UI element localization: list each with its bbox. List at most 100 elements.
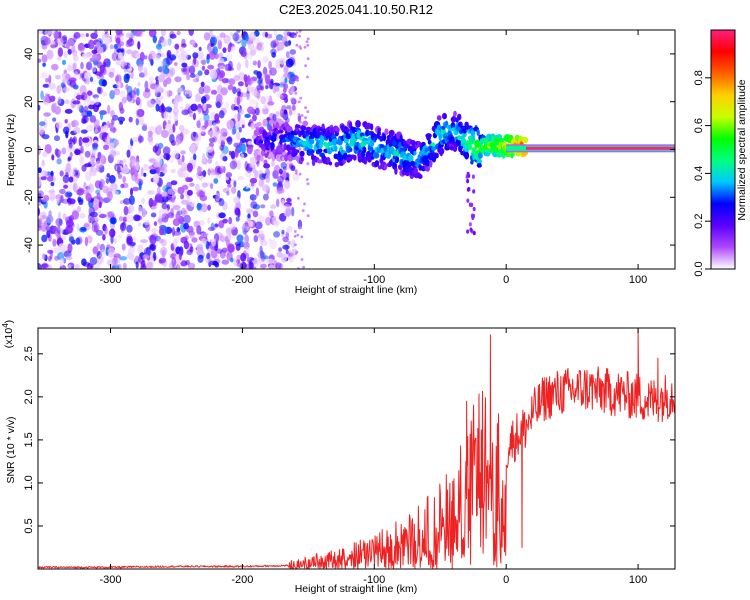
spectrogram-noise-blob — [182, 210, 188, 215]
spectrogram-ridge-blob — [476, 163, 482, 168]
spectrogram-ridge-blob — [410, 160, 416, 167]
spectrogram-noise-blob — [75, 94, 84, 100]
spectrogram-noise-blob — [48, 82, 56, 90]
spectrogram-noise-blob — [286, 226, 293, 233]
spectrogram-noise-blob — [108, 122, 114, 129]
spectrogram-noise-blob — [95, 229, 104, 236]
spectrogram-noise-blob — [195, 73, 200, 82]
spectrogram-noise-blob — [227, 45, 231, 53]
spectrogram-noise-blob — [226, 136, 232, 143]
spectrogram-noise-blob — [162, 163, 168, 169]
spectrogram-ridge-blob — [460, 138, 467, 145]
spectrogram-noise-blob — [283, 203, 291, 210]
spectrogram-noise-blob — [261, 45, 265, 52]
spectrogram-noise-blob — [213, 178, 219, 184]
spectrogram-noise-blob — [176, 87, 184, 94]
spectrogram-noise-blob — [219, 133, 227, 142]
spectrogram-noise-blob — [142, 207, 146, 218]
spectrogram-tail-blob — [472, 230, 476, 236]
spectrogram-noise-blob — [102, 234, 106, 241]
spectrogram-noise-blob — [97, 209, 101, 216]
spectrogram-noise-blob — [86, 110, 93, 117]
spectrogram-noise-blob — [292, 172, 300, 182]
spectrogram-noise-blob — [105, 32, 113, 43]
spectrogram-ridge-blob — [294, 149, 300, 154]
spectrogram-marks — [38, 30, 675, 269]
spectrogram-ridge-blob — [305, 130, 312, 135]
spectrogram-ridge-blob — [300, 156, 304, 162]
spectrogram-noise-blob — [147, 130, 153, 138]
spectrogram-noise-blob — [280, 81, 286, 86]
spectrogram-ridge-blob — [320, 134, 324, 142]
spectrogram-noise-blob — [89, 76, 94, 82]
spectrogram-noise-dot — [294, 243, 297, 247]
spectrogram-noise-blob — [252, 228, 260, 234]
spectrogram-noise-blob — [123, 62, 128, 73]
spectrogram-noise-blob — [189, 73, 196, 78]
spectrogram-noise-blob — [214, 113, 220, 123]
spectrogram-noise-blob — [266, 258, 274, 264]
spectrogram-noise-blob — [203, 85, 211, 94]
spectrogram-ridge-blob — [271, 156, 276, 162]
spectrogram-x-tick-label: -300 — [100, 274, 122, 286]
spectrogram-noise-blob — [214, 161, 219, 167]
spectrogram-noise-blob — [42, 151, 48, 158]
spectrogram-noise-blob — [74, 263, 80, 269]
spectrogram-ridge-blob — [260, 149, 266, 157]
spectrogram-noise-blob — [140, 197, 146, 205]
spectrogram-noise-blob — [60, 228, 64, 234]
spectrogram-noise-blob — [175, 48, 180, 54]
spectrogram-noise-blob — [61, 147, 67, 155]
snr-x-tick-label: -200 — [231, 574, 253, 586]
spectrogram-noise-blob — [242, 187, 251, 192]
spectrogram-noise-blob — [185, 93, 190, 99]
spectrogram-noise-blob — [98, 201, 102, 209]
spectrogram-noise-blob — [161, 167, 167, 174]
spectrogram-ridge-blob — [457, 113, 462, 121]
spectrogram-y-tick-label: 40 — [23, 48, 35, 60]
spectrogram-noise-blob — [172, 204, 181, 211]
spectrogram-noise-blob — [270, 204, 277, 209]
spectrogram-noise-blob — [191, 237, 198, 243]
spectrogram-noise-blob — [115, 60, 123, 66]
spectrogram-noise-blob — [101, 153, 105, 163]
spectrogram-noise-blob — [57, 96, 62, 104]
spectrogram-noise-dot — [301, 209, 305, 213]
spectrogram-noise-blob — [287, 240, 291, 245]
spectrogram-noise-blob — [106, 173, 111, 178]
spectrogram-noise-blob — [138, 180, 142, 191]
spectrogram-ridge-blob — [441, 125, 446, 130]
spectrogram-ridge-blob — [367, 146, 374, 152]
spectrogram-noise-dot — [296, 78, 300, 82]
spectrogram-noise-blob — [62, 59, 66, 66]
spectrogram-noise-dot — [306, 214, 310, 218]
spectrogram-noise-blob — [92, 142, 99, 148]
spectrogram-noise-blob — [59, 258, 64, 267]
spectrogram-noise-blob — [198, 46, 202, 52]
spectrogram-noise-blob — [149, 234, 157, 245]
spectrogram-noise-blob — [57, 211, 62, 219]
spectrogram-noise-blob — [233, 106, 239, 111]
spectrogram-noise-blob — [178, 96, 184, 103]
spectrogram-noise-blob — [43, 195, 50, 202]
spectrogram-noise-blob — [259, 173, 267, 181]
spectrogram-noise-blob — [146, 99, 155, 108]
spectrogram-noise-blob — [119, 256, 128, 261]
spectrogram-noise-blob — [76, 236, 83, 245]
spectrogram-noise-blob — [55, 198, 60, 204]
spectrogram-noise-blob — [183, 240, 190, 250]
spectrogram-noise-blob — [89, 257, 98, 265]
spectrogram-noise-dot — [298, 34, 301, 38]
spectrogram-noise-blob — [126, 253, 132, 259]
spectrogram-noise-blob — [223, 34, 231, 44]
spectrogram-noise-blob — [63, 87, 70, 92]
spectrogram-tail-blob — [466, 171, 470, 177]
spectrogram-x-tick-label: 0 — [503, 274, 509, 286]
spectrogram-noise-blob — [40, 72, 48, 79]
spectrogram-noise-blob — [211, 237, 217, 247]
spectrogram-noise-blob — [233, 196, 241, 204]
spectrogram-noise-blob — [107, 104, 111, 115]
spectrogram-noise-blob — [203, 113, 210, 122]
spectrogram-noise-blob — [240, 50, 247, 57]
spectrogram-ridge-blob — [278, 148, 286, 153]
